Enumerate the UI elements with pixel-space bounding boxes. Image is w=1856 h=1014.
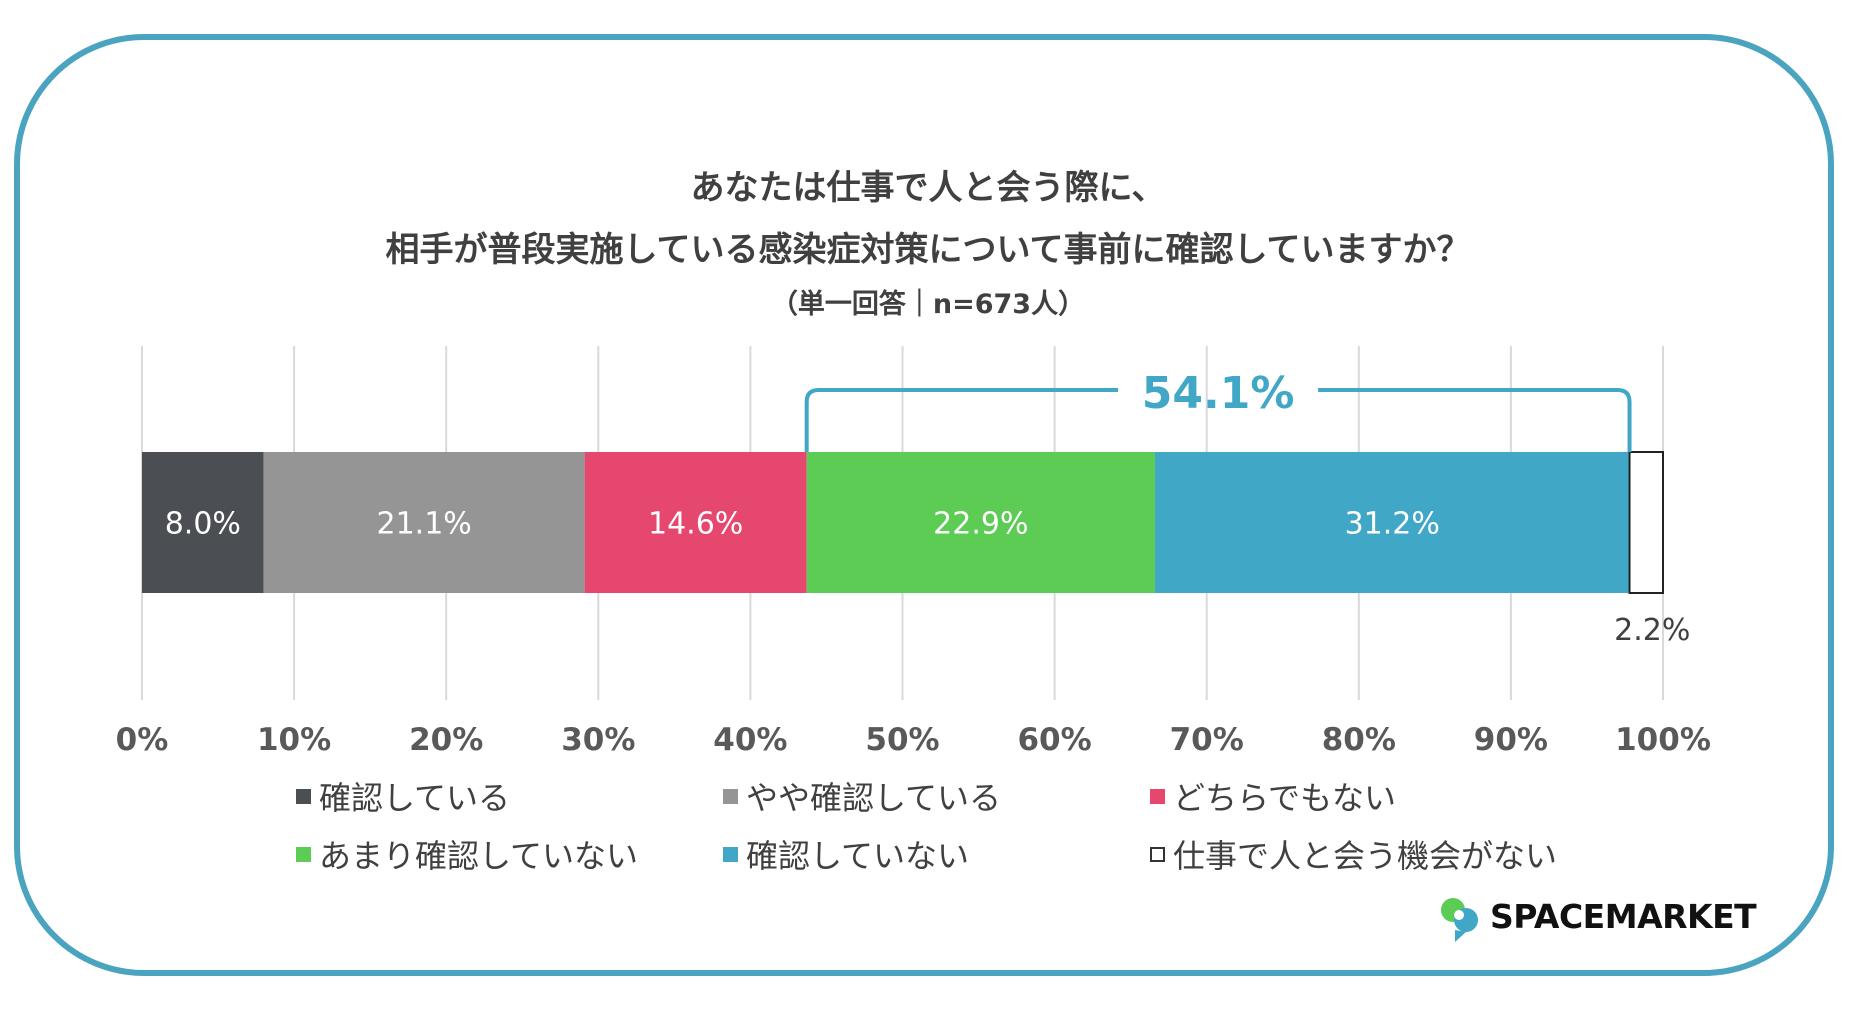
legend-label: 確認していない bbox=[746, 837, 970, 875]
x-tick-label: 10% bbox=[257, 722, 331, 758]
chart-title-line2: 相手が普段実施している感染症対策について事前に確認していますか？ bbox=[385, 230, 1471, 270]
legend-item: 仕事で人と会う機会がない bbox=[1150, 831, 1557, 877]
legend-label: 確認している bbox=[319, 779, 511, 817]
legend-label: どちらでもない bbox=[1173, 779, 1397, 817]
chart-frame bbox=[14, 34, 1834, 976]
chart-subtitle: （単一回答｜n=673人） bbox=[770, 289, 1086, 320]
x-tick-label: 90% bbox=[1474, 722, 1548, 758]
data-label: 31.2% bbox=[1345, 507, 1440, 542]
legend-swatch bbox=[1150, 846, 1165, 862]
spacemarket-logo-icon bbox=[1441, 898, 1478, 942]
data-label: 21.1% bbox=[376, 507, 471, 542]
legend-swatch bbox=[1150, 788, 1165, 804]
legend-item: どちらでもない bbox=[1150, 773, 1396, 819]
legend-label: 仕事で人と会う機会がない bbox=[1173, 837, 1558, 875]
annotation-bracket bbox=[804, 388, 1632, 452]
x-tick-label: 0% bbox=[116, 722, 169, 758]
legend-swatch bbox=[296, 788, 311, 804]
legend-item: 確認していない bbox=[723, 831, 969, 877]
x-tick-label: 100% bbox=[1615, 722, 1711, 758]
bar-segment bbox=[142, 452, 264, 593]
x-tick-label: 50% bbox=[865, 722, 939, 758]
data-label: 2.2% bbox=[1614, 613, 1690, 648]
bar-segment bbox=[806, 452, 1155, 593]
x-tick-label: 80% bbox=[1322, 722, 1396, 758]
legend-swatch bbox=[296, 846, 311, 862]
x-tick-label: 40% bbox=[713, 722, 787, 758]
legend-label: やや確認している bbox=[746, 779, 1002, 817]
chart-title: あなたは仕事で人と会う際に、 bbox=[690, 168, 1166, 208]
data-label: 22.9% bbox=[933, 507, 1028, 542]
spacemarket-logo-text: SPACEMARKET bbox=[1490, 896, 1757, 936]
data-label: 8.0% bbox=[165, 507, 241, 542]
x-tick-label: 70% bbox=[1170, 722, 1244, 758]
spacemarket-logo: SPACEMARKET bbox=[1438, 890, 1757, 942]
legend-swatch bbox=[723, 788, 738, 804]
annotation-label: 54.1% bbox=[1142, 368, 1295, 419]
x-tick-label: 30% bbox=[561, 722, 635, 758]
data-label: 14.6% bbox=[648, 507, 743, 542]
legend-item: やや確認している bbox=[723, 773, 1001, 819]
legend-label: あまり確認していない bbox=[319, 837, 639, 875]
bar-segment bbox=[1628, 451, 1664, 594]
bar-segment bbox=[584, 452, 807, 593]
legend-item: 確認している bbox=[296, 773, 510, 819]
x-tick-label: 20% bbox=[409, 722, 483, 758]
bar-segment bbox=[263, 452, 585, 593]
x-tick-label: 60% bbox=[1017, 722, 1091, 758]
bar-segment bbox=[1154, 452, 1630, 593]
legend-swatch bbox=[723, 846, 738, 862]
legend-item: あまり確認していない bbox=[296, 831, 638, 877]
